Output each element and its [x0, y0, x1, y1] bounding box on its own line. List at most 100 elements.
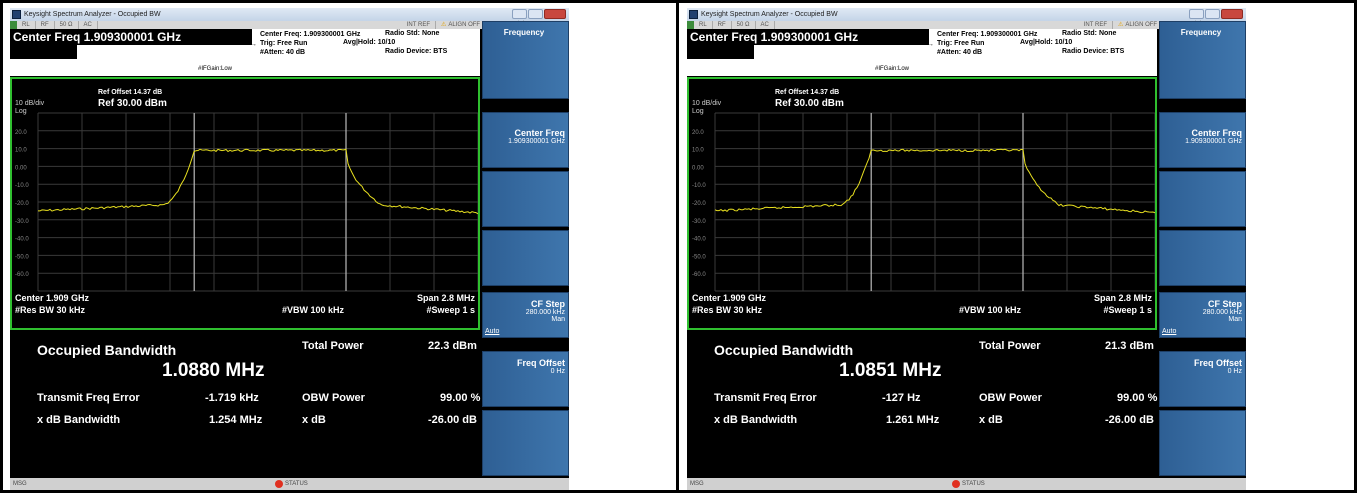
ref-offset-label: Ref Offset 14.37 dB	[98, 89, 163, 96]
spectrum-graticule[interactable]: 20.0 10.0 0.00 -10.0 -20.0 -30.0 -40.0 -50.0 -60…	[687, 77, 1157, 330]
softkey-freq-offset[interactable]: Freq Offset 0 Hz	[482, 351, 569, 407]
trigger-arrow-icon: →	[250, 41, 257, 48]
results-table: Occupied Bandwidth 1.0880 MHz Total Powe…	[10, 330, 480, 478]
strip-rl: RL	[17, 21, 36, 29]
maximize-icon[interactable]	[528, 9, 543, 19]
total-power-label: Total Power	[979, 340, 1041, 352]
active-function-center-freq[interactable]: Center Freq 1.909300001 GHz	[687, 29, 929, 45]
status-bar: MSG STATUS	[10, 478, 569, 490]
softkey-blank-3[interactable]	[482, 230, 569, 286]
softkey-freq-offset-value: 0 Hz	[550, 368, 565, 375]
ref-level-label: Ref 30.00 dBm	[775, 98, 844, 109]
vbw-label: #VBW 100 kHz	[959, 305, 1022, 315]
ifgain-label: #IFGain:Low	[198, 66, 233, 72]
softkey-cf-step-value: 280.000 kHz	[525, 309, 565, 316]
spectrum-plot: 20.0 10.0 0.00 -10.0 -20.0 -30.0 -40.0 -50.0 -60…	[15, 112, 478, 292]
close-icon[interactable]	[544, 9, 566, 19]
xdb-bw-label: x dB Bandwidth	[37, 414, 121, 426]
strip-rf: RF	[36, 21, 55, 29]
strip-int-ref: INT REF	[402, 21, 436, 29]
close-icon[interactable]	[1221, 9, 1243, 19]
softkey-blank-6[interactable]	[1159, 410, 1246, 476]
y-tick-label: -50.0	[692, 254, 706, 260]
softkey-blank-6[interactable]	[482, 410, 569, 476]
softkey-cf-step-mode: Man	[551, 316, 565, 323]
strip-impedance: 50 Ω	[732, 21, 756, 29]
db-per-div-label: 10 dB/div	[692, 100, 722, 107]
obw-power-label: OBW Power	[302, 392, 365, 404]
active-function-center-freq[interactable]: Center Freq 1.909300001 GHz	[10, 29, 252, 45]
status-icon[interactable]	[275, 480, 283, 488]
softkey-menu-title: Frequency	[1159, 21, 1246, 99]
status-icon[interactable]	[952, 480, 960, 488]
tx-freq-error-value: -1.719 kHz	[205, 392, 259, 404]
measurement-header: Center Freq 1.909300001 GHz #IFGain:Low …	[10, 29, 480, 76]
header-trig: Trig: Free Run	[937, 40, 985, 47]
active-function-entry	[687, 45, 754, 59]
res-bw-label: #Res BW 30 kHz	[692, 305, 763, 315]
measurement-header: Center Freq 1.909300001 GHz #IFGain:Low …	[687, 29, 1157, 76]
status-label: STATUS	[285, 481, 308, 487]
minimize-icon[interactable]	[512, 9, 527, 19]
app-logo-icon	[689, 10, 698, 19]
obw-power-label: OBW Power	[979, 392, 1042, 404]
window-titlebar[interactable]: Keysight Spectrum Analyzer - Occupied BW	[10, 8, 569, 21]
sweep-label: #Sweep 1 s	[426, 305, 475, 315]
strip-rf: RF	[713, 21, 732, 29]
xdb-bw-value: 1.254 MHz	[209, 414, 263, 426]
window-title: Keysight Spectrum Analyzer - Occupied BW	[24, 11, 161, 18]
header-settings: Center Freq: 1.909300001 GHz Trig: Free …	[260, 30, 360, 57]
header-atten: #Atten: 40 dB	[260, 49, 306, 56]
obw-power-value: 99.00 %	[440, 392, 481, 404]
softkey-blank-3[interactable]	[1159, 230, 1246, 286]
softkey-center-freq-title: Center Freq	[1191, 128, 1242, 138]
maximize-icon[interactable]	[1205, 9, 1220, 19]
y-tick-label: 20.0	[15, 130, 27, 136]
y-tick-label: -40.0	[15, 237, 29, 243]
softkey-cf-step-title: CF Step	[1207, 299, 1242, 309]
header-trig: Trig: Free Run	[260, 40, 308, 47]
header-radio-device: Radio Device: BTS	[1062, 48, 1125, 55]
softkey-center-freq[interactable]: Center Freq 1.909300001 GHz	[482, 112, 569, 168]
header-avg-hold: Avg|Hold: 10/10	[1020, 39, 1073, 46]
xdb-value: -26.00 dB	[428, 414, 477, 426]
db-per-div-label: 10 dB/div	[15, 100, 45, 107]
span-label: Span 2.8 MHz	[416, 293, 475, 303]
tx-freq-error-label: Transmit Freq Error	[714, 392, 817, 404]
softkey-blank-2[interactable]	[1159, 171, 1246, 227]
xdb-label: x dB	[302, 414, 326, 426]
scale-type-label: Log	[692, 108, 704, 115]
strip-align-off: ALIGN OFF	[1113, 21, 1164, 29]
strip-align-off: ALIGN OFF	[436, 21, 487, 29]
softkey-blank-2[interactable]	[482, 171, 569, 227]
softkey-freq-offset[interactable]: Freq Offset 0 Hz	[1159, 351, 1246, 407]
softkey-cf-step[interactable]: CF Step 280.000 kHz Man Auto	[1159, 292, 1246, 338]
minimize-icon[interactable]	[1189, 9, 1204, 19]
total-power-value: 22.3 dBm	[428, 340, 477, 352]
occupied-bw-value: 1.0880 MHz	[162, 360, 265, 381]
y-tick-label: -30.0	[692, 219, 706, 225]
tx-freq-error-label: Transmit Freq Error	[37, 392, 140, 404]
y-tick-label: -20.0	[15, 201, 29, 207]
xdb-bw-value: 1.261 MHz	[886, 414, 940, 426]
window-controls	[512, 9, 566, 20]
softkey-freq-offset-title: Freq Offset	[516, 358, 565, 368]
spectrum-graticule[interactable]: 20.0 10.0 0.00 -10.0 -20.0 -30.0 -40.0 -50.0 -60…	[10, 77, 480, 330]
frame-divider	[676, 0, 679, 493]
softkey-center-freq[interactable]: Center Freq 1.909300001 GHz	[1159, 112, 1246, 168]
y-tick-label: -50.0	[15, 254, 29, 260]
xdb-label: x dB	[979, 414, 1003, 426]
total-power-value: 21.3 dBm	[1105, 340, 1154, 352]
softkey-cf-step[interactable]: CF Step 280.000 kHz Man Auto	[482, 292, 569, 338]
spectrum-trace	[714, 148, 1155, 214]
occupied-bw-label: Occupied Bandwidth	[714, 342, 854, 358]
window-titlebar[interactable]: Keysight Spectrum Analyzer - Occupied BW	[687, 8, 1246, 21]
header-settings: Center Freq: 1.909300001 GHz Trig: Free …	[937, 30, 1037, 57]
y-tick-label: 10.0	[692, 148, 704, 154]
y-tick-label: 10.0	[15, 148, 27, 154]
y-tick-label: 20.0	[692, 130, 704, 136]
softkey-freq-offset-title: Freq Offset	[1193, 358, 1242, 368]
header-radio-std: Radio Std: None	[1062, 30, 1117, 37]
header-center-freq: Center Freq: 1.909300001 GHz	[937, 31, 1038, 38]
y-tick-label: -60.0	[15, 272, 29, 278]
